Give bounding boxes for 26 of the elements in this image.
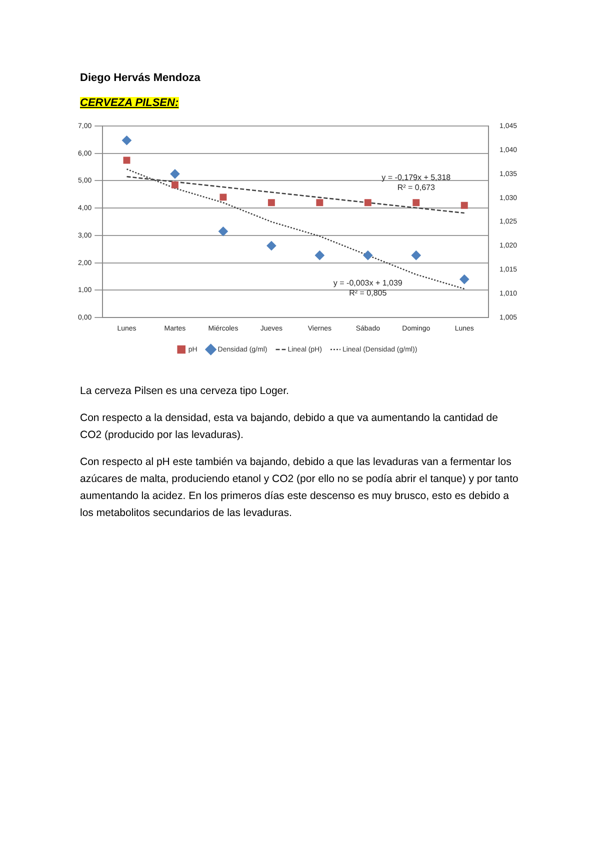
text: Con respecto al pH este también va bajando, debido a que las levaduras van a fermentar los azúcares de malta, produciendo etanol y CO2 (por ello no se podía abrir el tanque) y por tanto aumentando la acidez. En los primeros días este descenso es muy brusco, esto es debido a los metabolitos secundarios de las levaduras. — [80, 455, 520, 521]
text: La cerveza Pilsen es una cerveza tipo Loger. — [80, 384, 290, 399]
annotation: y = -0,179x + 5,318 — [382, 173, 452, 182]
point — [363, 250, 373, 260]
point — [220, 194, 227, 201]
point — [412, 199, 420, 206]
point — [122, 136, 132, 146]
line-series — [126, 168, 466, 290]
point — [460, 202, 468, 209]
point — [460, 274, 470, 284]
point — [171, 181, 178, 188]
point — [266, 241, 276, 250]
point — [218, 226, 228, 236]
point — [364, 199, 372, 206]
point — [316, 199, 324, 206]
point — [268, 199, 275, 206]
annotation: y = -0,003x + 1,039 — [333, 278, 403, 288]
point — [170, 169, 180, 179]
chart-title: CERVEZA PILSEN: — [80, 97, 179, 109]
text: Con respecto a la densidad, esta va bajando, debido a que va aumentando la cantidad de CO2 (producido por las levaduras). — [80, 411, 499, 443]
point — [411, 250, 421, 260]
annotation: R² = 0,673 — [397, 183, 436, 192]
point — [123, 156, 130, 164]
chart-subtitle: Diego Hervás Mendoza — [80, 72, 200, 84]
point — [315, 250, 324, 260]
annotation: R² = 0,805 — [349, 288, 388, 298]
